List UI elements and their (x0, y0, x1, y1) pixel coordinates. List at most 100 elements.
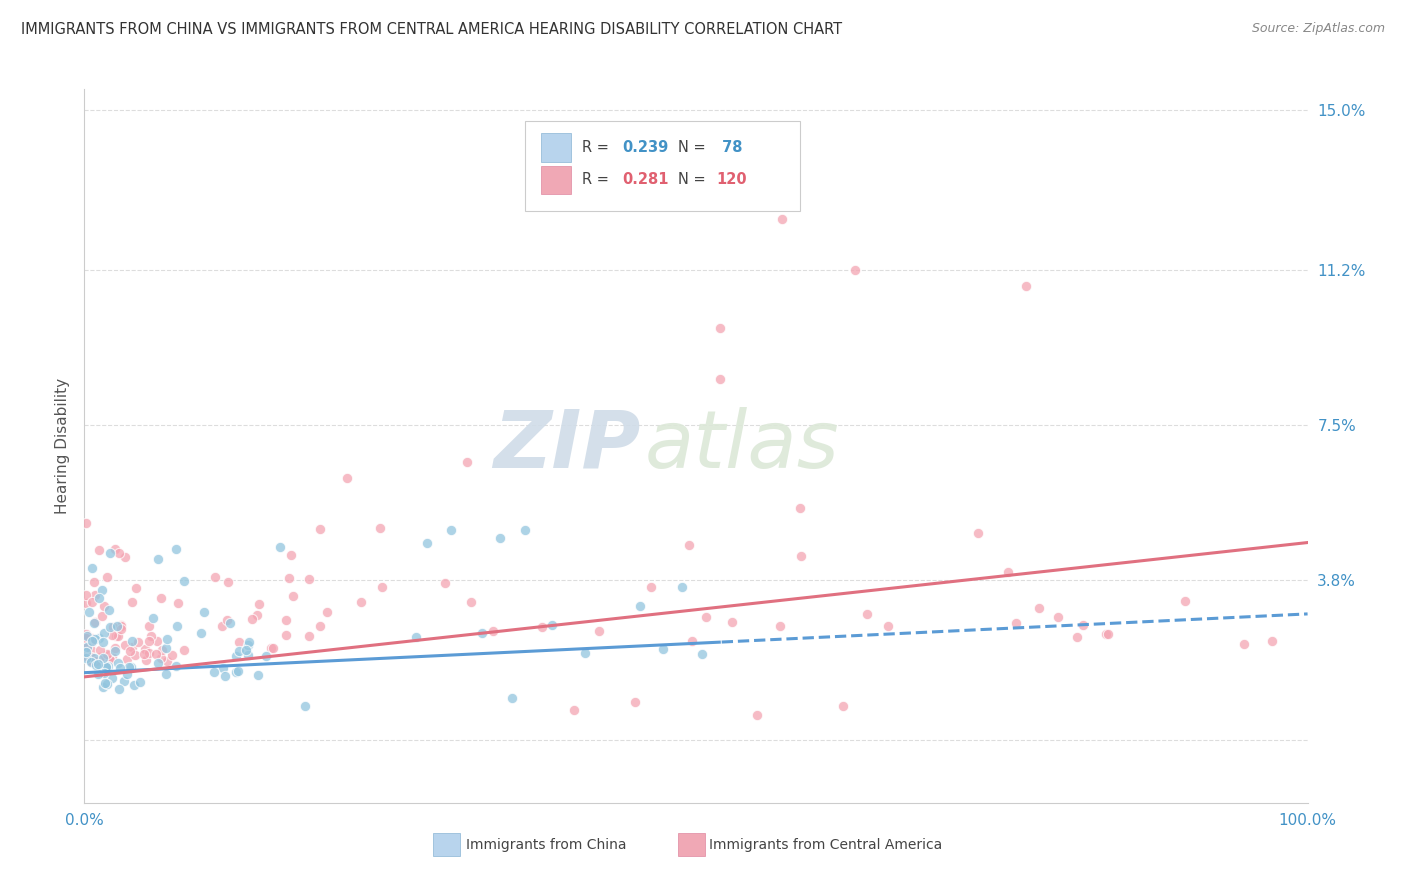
Point (844, 262, 866, 277)
Point (202, 665, 225, 679)
Point (112, 674, 135, 689)
Point (228, 635, 250, 649)
Point (82, 655, 104, 669)
Point (75, 596, 97, 610)
Point (162, 648, 184, 662)
Point (1004, 615, 1026, 630)
Point (84, 587, 107, 601)
Point (695, 610, 717, 624)
Point (75, 631, 97, 645)
Text: IMMIGRANTS FROM CHINA VS IMMIGRANTS FROM CENTRAL AMERICA HEARING DISABILITY CORR: IMMIGRANTS FROM CHINA VS IMMIGRANTS FROM… (21, 22, 842, 37)
Point (211, 619, 233, 633)
Point (238, 648, 260, 662)
Point (79, 653, 101, 667)
Point (671, 580, 693, 594)
Y-axis label: Hearing Disability: Hearing Disability (55, 378, 70, 514)
Point (440, 523, 463, 537)
Point (121, 595, 143, 609)
Point (155, 641, 177, 656)
Point (83, 615, 105, 630)
Point (146, 656, 169, 670)
Point (235, 642, 257, 657)
Point (110, 619, 132, 633)
Point (416, 535, 439, 549)
Point (75, 645, 97, 659)
Point (80, 654, 103, 668)
Text: 0.281: 0.281 (623, 172, 669, 187)
Point (87, 667, 110, 681)
Point (89, 649, 111, 664)
Point (155, 667, 177, 681)
Point (166, 618, 188, 632)
Point (75, 648, 97, 663)
Point (246, 608, 269, 623)
Bar (541, 134, 571, 162)
Point (97, 652, 120, 666)
Point (107, 629, 129, 643)
Point (215, 613, 238, 627)
Point (139, 629, 162, 643)
Point (966, 525, 988, 540)
Point (214, 669, 236, 683)
Point (93, 599, 115, 614)
Bar (678, 833, 704, 856)
Point (212, 661, 235, 675)
Point (104, 641, 127, 656)
Point (628, 599, 651, 613)
Point (94, 676, 117, 690)
Point (651, 642, 673, 657)
Text: Immigrants from Central America: Immigrants from Central America (710, 838, 942, 852)
Point (134, 642, 156, 657)
Point (87, 665, 110, 679)
Point (91, 680, 114, 694)
Point (121, 633, 143, 648)
Point (90, 609, 112, 624)
Point (80, 634, 103, 648)
Point (167, 596, 190, 610)
Point (247, 668, 270, 682)
Point (236, 639, 259, 653)
Point (94, 659, 117, 673)
Point (276, 628, 298, 642)
Point (489, 532, 512, 546)
Point (138, 633, 160, 648)
Point (98, 648, 121, 662)
Point (93, 665, 115, 680)
Point (240, 612, 263, 626)
Point (101, 650, 124, 665)
Point (370, 521, 392, 535)
Point (190, 625, 212, 640)
Point (371, 580, 394, 594)
Point (82, 560, 104, 574)
Point (165, 541, 187, 556)
Point (76, 629, 98, 643)
Point (690, 647, 713, 661)
Point (877, 619, 900, 633)
Point (80, 655, 103, 669)
Point (75, 651, 97, 665)
Text: ZIP: ZIP (494, 407, 641, 485)
Point (145, 647, 167, 661)
Point (98, 620, 121, 634)
Point (297, 630, 319, 644)
Point (165, 659, 187, 673)
Bar (541, 166, 571, 194)
Point (115, 652, 138, 666)
Point (77, 605, 100, 619)
Point (142, 610, 165, 624)
Text: R =: R = (582, 140, 613, 155)
Point (247, 597, 270, 611)
Point (87, 631, 110, 645)
Point (104, 629, 127, 643)
Text: 0.239: 0.239 (623, 140, 669, 155)
Point (1261, 634, 1284, 648)
Point (138, 646, 160, 660)
Point (997, 566, 1019, 580)
Point (108, 546, 131, 560)
Point (1174, 594, 1197, 608)
Point (294, 699, 316, 714)
Point (541, 617, 564, 632)
Point (120, 644, 142, 658)
Point (124, 648, 146, 663)
Point (790, 549, 813, 563)
